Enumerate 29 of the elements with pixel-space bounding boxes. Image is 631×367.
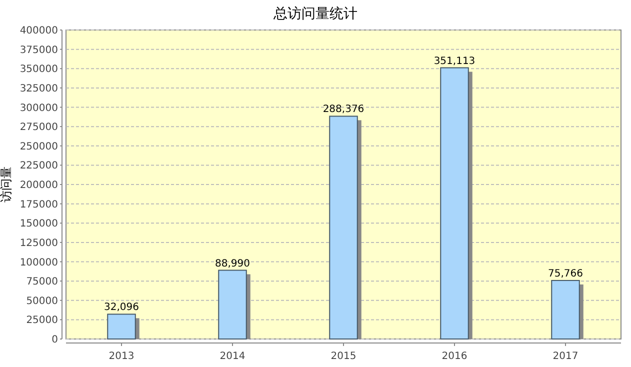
- data-label: 351,113: [434, 56, 476, 67]
- y-tick-label: 300000: [20, 102, 58, 114]
- y-tick-label: 250000: [20, 141, 58, 152]
- y-tick-label: 400000: [20, 26, 58, 36]
- data-label: 88,990: [215, 258, 250, 270]
- y-tick-label: 325000: [20, 83, 58, 94]
- y-tick-label: 25000: [26, 315, 58, 326]
- x-tick-label: 2016: [442, 351, 468, 362]
- x-tick-label: 2015: [330, 351, 356, 362]
- data-label: 32,096: [104, 302, 139, 314]
- y-tick-label: 75000: [26, 276, 58, 288]
- y-tick-label: 225000: [20, 160, 58, 172]
- chart-title: 总访问量统计: [272, 6, 358, 22]
- y-axis-title: 访问量: [0, 166, 13, 202]
- data-label: 288,376: [322, 104, 364, 116]
- y-tick-label: 100000: [20, 257, 58, 268]
- y-tick-label: 375000: [20, 44, 58, 56]
- data-label: 75,766: [548, 268, 583, 280]
- y-tick-label: 125000: [20, 238, 58, 249]
- y-tick-label: 200000: [20, 180, 58, 191]
- x-tick-label: 2014: [220, 351, 246, 362]
- y-tick-label: 0: [52, 334, 58, 346]
- x-tick-label: 2013: [108, 351, 134, 362]
- y-tick-label: 50000: [26, 296, 58, 307]
- x-tick-label: 2017: [552, 351, 578, 362]
- y-tick-label: 150000: [20, 218, 58, 230]
- y-tick-label: 175000: [20, 199, 58, 210]
- y-tick-label: 275000: [20, 122, 58, 134]
- y-tick-label: 350000: [20, 64, 58, 76]
